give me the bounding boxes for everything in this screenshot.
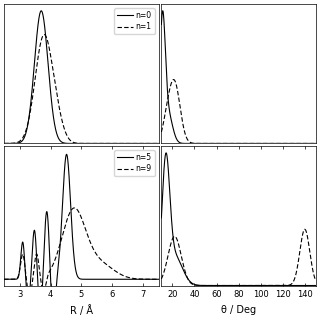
n=0 — [77, 141, 81, 145]
n=1 — [124, 141, 128, 145]
n=5 — [10, 277, 14, 281]
n=5 — [124, 277, 128, 281]
n=5 — [65, 152, 68, 156]
n=5 — [51, 314, 55, 318]
n=1 — [73, 141, 77, 145]
n=1 — [152, 141, 156, 145]
n=5 — [2, 277, 6, 281]
n=1 — [157, 141, 161, 145]
Legend: n=0, n=1: n=0, n=1 — [114, 8, 155, 34]
n=0 — [152, 141, 156, 145]
n=1 — [42, 33, 46, 36]
n=1 — [2, 141, 6, 145]
n=0 — [73, 141, 77, 145]
n=0 — [124, 141, 128, 145]
n=0 — [10, 141, 14, 145]
n=9 — [2, 277, 6, 281]
n=5 — [152, 277, 156, 281]
n=9 — [157, 277, 161, 281]
n=9 — [124, 275, 128, 279]
n=0 — [152, 141, 156, 145]
Line: n=9: n=9 — [4, 208, 159, 295]
Legend: n=5, n=9: n=5, n=9 — [114, 150, 155, 176]
n=5 — [157, 277, 161, 281]
Line: n=0: n=0 — [4, 11, 159, 143]
n=9 — [73, 206, 77, 210]
X-axis label: R / Å: R / Å — [70, 305, 93, 316]
n=5 — [152, 277, 156, 281]
n=1 — [152, 141, 156, 145]
Line: n=5: n=5 — [4, 154, 159, 316]
n=0 — [2, 141, 6, 145]
n=9 — [28, 293, 31, 297]
X-axis label: θ / Deg: θ / Deg — [221, 305, 256, 315]
n=5 — [73, 266, 77, 270]
n=0 — [39, 9, 43, 13]
n=9 — [72, 206, 76, 210]
n=9 — [152, 277, 156, 281]
n=5 — [77, 276, 81, 280]
n=9 — [152, 277, 156, 281]
n=9 — [10, 277, 14, 281]
n=9 — [77, 211, 81, 215]
n=0 — [157, 141, 161, 145]
n=1 — [10, 141, 14, 145]
n=1 — [77, 141, 81, 145]
Line: n=1: n=1 — [4, 35, 159, 143]
